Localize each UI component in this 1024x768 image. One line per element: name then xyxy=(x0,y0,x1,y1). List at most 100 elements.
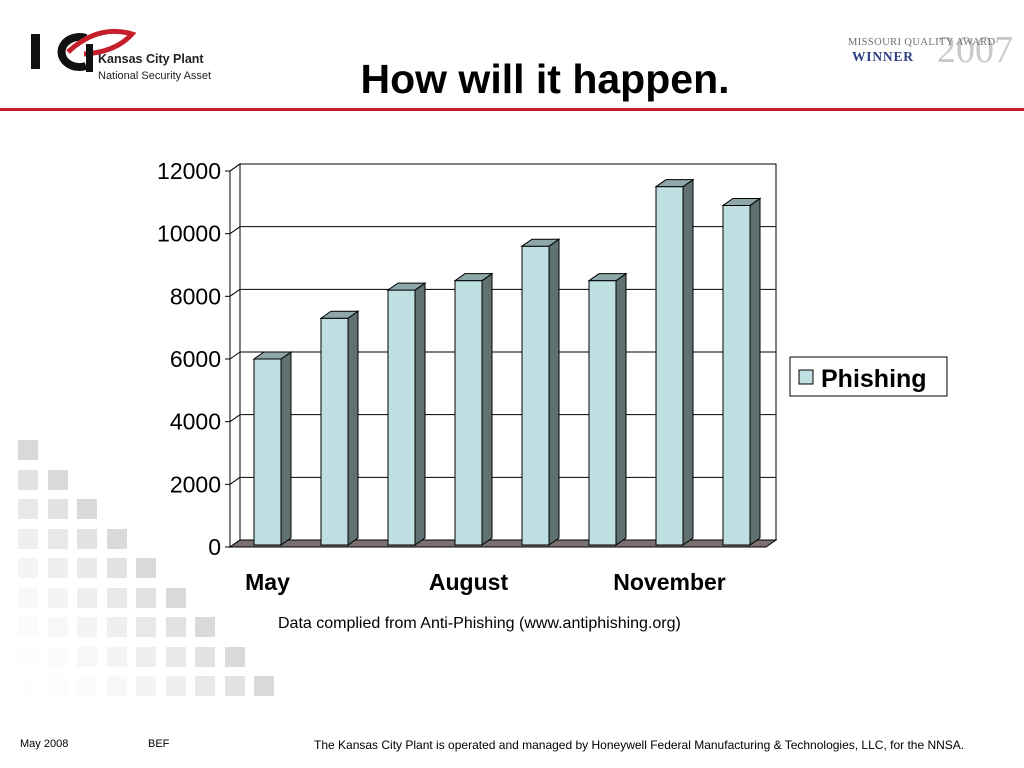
bar-side xyxy=(481,272,493,546)
decorative-square xyxy=(77,558,97,578)
decorative-square xyxy=(18,617,38,637)
decorative-square xyxy=(136,558,156,578)
source-note: Data complied from Anti-Phishing (www.an… xyxy=(278,615,681,632)
footer-date: May 2008 xyxy=(20,738,69,750)
bar-side xyxy=(347,310,359,546)
chart-canvas: 0 2000 4000 6000 8000 10000 12000 May August Nove… xyxy=(157,158,948,595)
decorative-square xyxy=(18,676,38,696)
award-winner: WINNER xyxy=(852,49,914,64)
decorative-square xyxy=(195,646,215,667)
decorative-square xyxy=(165,676,186,696)
decorative-square xyxy=(77,587,97,608)
decorative-square xyxy=(106,617,127,637)
bar-top xyxy=(386,282,427,291)
bar-front xyxy=(253,358,282,546)
decorative-square xyxy=(18,646,38,667)
bar-side xyxy=(615,272,627,546)
bar-top xyxy=(252,351,293,360)
decorative-square xyxy=(47,646,68,667)
decorative-square xyxy=(47,499,68,519)
bar-top xyxy=(520,238,561,247)
bar-front xyxy=(722,204,751,546)
bar-top xyxy=(721,197,762,206)
decorative-square xyxy=(47,676,68,696)
y-tick-label: 12000 xyxy=(157,158,221,184)
decorative-square xyxy=(47,617,68,637)
bar-front xyxy=(521,245,550,546)
gridline-side xyxy=(229,163,241,172)
quality-award-badge: 2007 Missouri Quality Award WINNER xyxy=(842,28,1013,71)
bar-side xyxy=(682,178,694,546)
decorative-square xyxy=(77,528,97,549)
decorative-square xyxy=(224,676,245,696)
decorative-squares xyxy=(18,440,288,700)
footer-author: BEF xyxy=(148,738,170,750)
bar-top xyxy=(654,179,695,188)
y-tick-label: 4000 xyxy=(170,409,221,435)
legend-label: Phishing xyxy=(821,365,927,393)
decorative-square xyxy=(77,499,97,519)
bar-top xyxy=(453,273,494,282)
decorative-square xyxy=(106,587,127,608)
decorative-square xyxy=(77,646,97,667)
phishing-bar-chart: 0 2000 4000 6000 8000 10000 12000 May August Nove… xyxy=(130,150,960,610)
bar-side xyxy=(280,351,292,546)
bar-top xyxy=(319,310,360,319)
decorative-square xyxy=(165,617,186,637)
decorative-square xyxy=(136,617,156,637)
footer-note: The Kansas City Plant is operated and ma… xyxy=(314,738,965,752)
decorative-square xyxy=(47,528,68,549)
legend-swatch xyxy=(798,369,814,385)
decorative-square xyxy=(18,558,38,578)
bar-side xyxy=(749,197,761,546)
decorative-square xyxy=(18,499,38,519)
header-divider xyxy=(0,108,1024,111)
bar-front xyxy=(387,289,416,546)
gridline-side xyxy=(229,414,241,423)
bar-front xyxy=(655,186,684,546)
decorative-square xyxy=(18,469,38,490)
award-name: Missouri Quality Award xyxy=(848,37,996,48)
decorative-square xyxy=(106,528,127,549)
x-tick-label: November xyxy=(613,569,726,595)
decorative-square xyxy=(224,646,245,667)
logo-tagline: National Security Asset xyxy=(98,70,212,82)
decorative-square xyxy=(47,558,68,578)
decorative-square xyxy=(106,646,127,667)
y-tick-label: 0 xyxy=(208,534,221,560)
gridline-side xyxy=(229,288,241,297)
gridline-side xyxy=(229,226,241,235)
decorative-square xyxy=(195,617,215,637)
decorative-square xyxy=(136,676,156,696)
kcp-logo-mark xyxy=(31,28,137,72)
decorative-square xyxy=(47,587,68,608)
decorative-square xyxy=(47,469,68,490)
bar-front xyxy=(320,317,349,546)
decorative-square xyxy=(165,646,186,667)
y-tick-label: 6000 xyxy=(170,346,221,372)
decorative-square xyxy=(18,440,38,460)
bar-front xyxy=(588,280,617,546)
y-tick-label: 10000 xyxy=(157,221,221,247)
slide-title: How will it happen. xyxy=(360,56,730,102)
x-tick-label: May xyxy=(245,569,290,595)
bar-side xyxy=(548,238,560,546)
bar-side xyxy=(414,282,426,546)
decorative-square xyxy=(18,528,38,549)
decorative-square xyxy=(106,676,127,696)
y-tick-label: 8000 xyxy=(170,283,221,309)
bar-top xyxy=(587,273,628,282)
award-year: 2007 xyxy=(937,29,1013,71)
decorative-square xyxy=(195,676,215,696)
decorative-square xyxy=(77,617,97,637)
decorative-square xyxy=(18,587,38,608)
gridline-side xyxy=(229,351,241,360)
decorative-square xyxy=(136,646,156,667)
gridline-side xyxy=(229,476,241,485)
logo-name: Kansas City Plant xyxy=(98,52,204,66)
x-tick-label: August xyxy=(429,569,509,595)
y-tick-label: 2000 xyxy=(170,471,221,497)
legend-box xyxy=(789,356,948,397)
company-logo: Kansas City Plant National Security Asse… xyxy=(28,22,228,92)
decorative-square xyxy=(136,587,156,608)
